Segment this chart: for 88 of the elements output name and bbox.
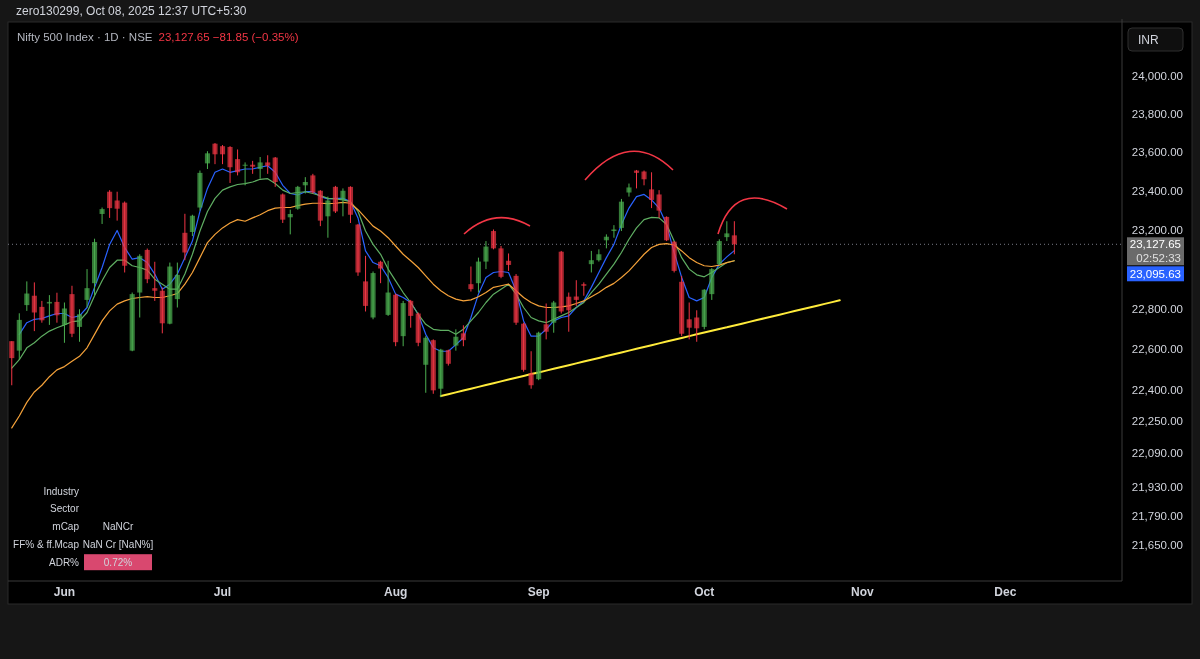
y-tick-label: 22,600.00 — [1131, 343, 1183, 356]
candlestick — [453, 328, 459, 352]
text: zero130299, Oct 08, 2025 12:37 UTC+5:30 — [16, 4, 247, 18]
candlestick — [566, 292, 572, 333]
candlestick — [475, 257, 481, 294]
y-tick-label: 21,650.00 — [1131, 539, 1183, 552]
candlestick — [543, 303, 549, 340]
annotation: Sector — [50, 503, 80, 515]
candlestick — [235, 148, 241, 176]
candlestick — [468, 266, 474, 293]
candlestick — [107, 189, 113, 219]
y-tick-label: 23,600.00 — [1131, 146, 1183, 159]
x-tick-label: Oct — [694, 585, 715, 599]
candlestick — [99, 207, 105, 225]
ref-line-label: 23,127.65 — [1129, 238, 1181, 251]
candlestick — [408, 299, 414, 329]
x-tick-label: Nov — [850, 585, 874, 599]
candlestick — [581, 281, 587, 297]
x-tick-label: Sep — [527, 585, 550, 599]
candlestick — [626, 183, 632, 198]
candlestick — [189, 214, 195, 237]
candlestick — [152, 261, 158, 302]
x-tick-label: Jul — [213, 585, 232, 599]
candlestick — [114, 191, 120, 222]
candlestick — [716, 238, 722, 266]
candlestick — [731, 220, 737, 255]
annotation: 0.72% — [103, 556, 133, 568]
candlestick — [385, 260, 391, 317]
candlestick — [9, 340, 15, 386]
candlestick — [24, 280, 30, 312]
candlestick — [649, 171, 655, 209]
candlestick — [694, 309, 700, 343]
x-tick-label: Aug — [383, 585, 408, 599]
candlestick — [664, 215, 670, 242]
candlestick — [340, 187, 346, 217]
candlestick — [265, 154, 271, 175]
candlestick — [724, 220, 730, 242]
x-tick-label: Dec — [994, 585, 1017, 599]
y-tick-label: 23,800.00 — [1131, 107, 1183, 120]
candlestick — [242, 161, 248, 186]
candlestick — [212, 142, 218, 165]
annotation: mCap — [52, 521, 80, 533]
annotation: Industry — [43, 485, 79, 497]
candlestick — [528, 350, 534, 390]
text: 23,095.63 — [1129, 267, 1181, 280]
candlestick — [54, 292, 60, 324]
candlestick — [182, 213, 188, 261]
annotation: NaNCr — [102, 521, 134, 533]
candlestick — [378, 260, 384, 284]
candlestick — [588, 250, 594, 273]
y-tick-label: 21,930.00 — [1131, 480, 1183, 493]
candlestick — [219, 144, 226, 165]
candlestick — [76, 308, 83, 343]
line-series — [439, 299, 841, 398]
text: INR — [1138, 33, 1159, 47]
candlestick — [460, 324, 466, 347]
candlestick — [686, 302, 692, 340]
candlestick — [257, 156, 263, 180]
x-tick-label: Jun — [53, 585, 76, 599]
annotation: FF% & ff.Mcap — [13, 538, 80, 550]
candlestick — [641, 170, 647, 186]
candlestick — [84, 268, 90, 308]
y-tick-label: 21,790.00 — [1131, 509, 1183, 522]
candlestick — [483, 240, 489, 270]
candlestick — [611, 224, 617, 239]
annotation: NaN Cr [NaN%] — [82, 538, 154, 550]
candlestick — [551, 300, 557, 334]
y-tick-label: 23,200.00 — [1131, 224, 1183, 237]
y-tick-label: 24,000.00 — [1131, 69, 1183, 82]
candlestick — [61, 302, 68, 344]
annotation: ADR% — [48, 556, 80, 568]
candlestick — [295, 185, 301, 211]
y-tick-label: 22,400.00 — [1131, 383, 1183, 396]
candlestick — [656, 189, 662, 219]
candlestick — [490, 228, 497, 250]
candlestick — [227, 145, 233, 184]
y-tick-label: 22,250.00 — [1131, 414, 1183, 427]
candlestick — [31, 281, 37, 332]
text: 02:52:33 — [1136, 252, 1181, 265]
y-tick-label: 22,800.00 — [1131, 303, 1183, 316]
candlestick — [39, 300, 45, 324]
candlestick — [596, 248, 602, 263]
candlestick — [325, 196, 331, 239]
text: 23,127.65 −81.85 (−0.35%) — [158, 31, 299, 43]
y-tick-label: 23,400.00 — [1131, 184, 1183, 197]
text: Nifty 500 Index · 1D · NSE — [17, 31, 153, 43]
y-tick-label: 22,090.00 — [1131, 447, 1183, 460]
line-series — [11, 201, 735, 429]
